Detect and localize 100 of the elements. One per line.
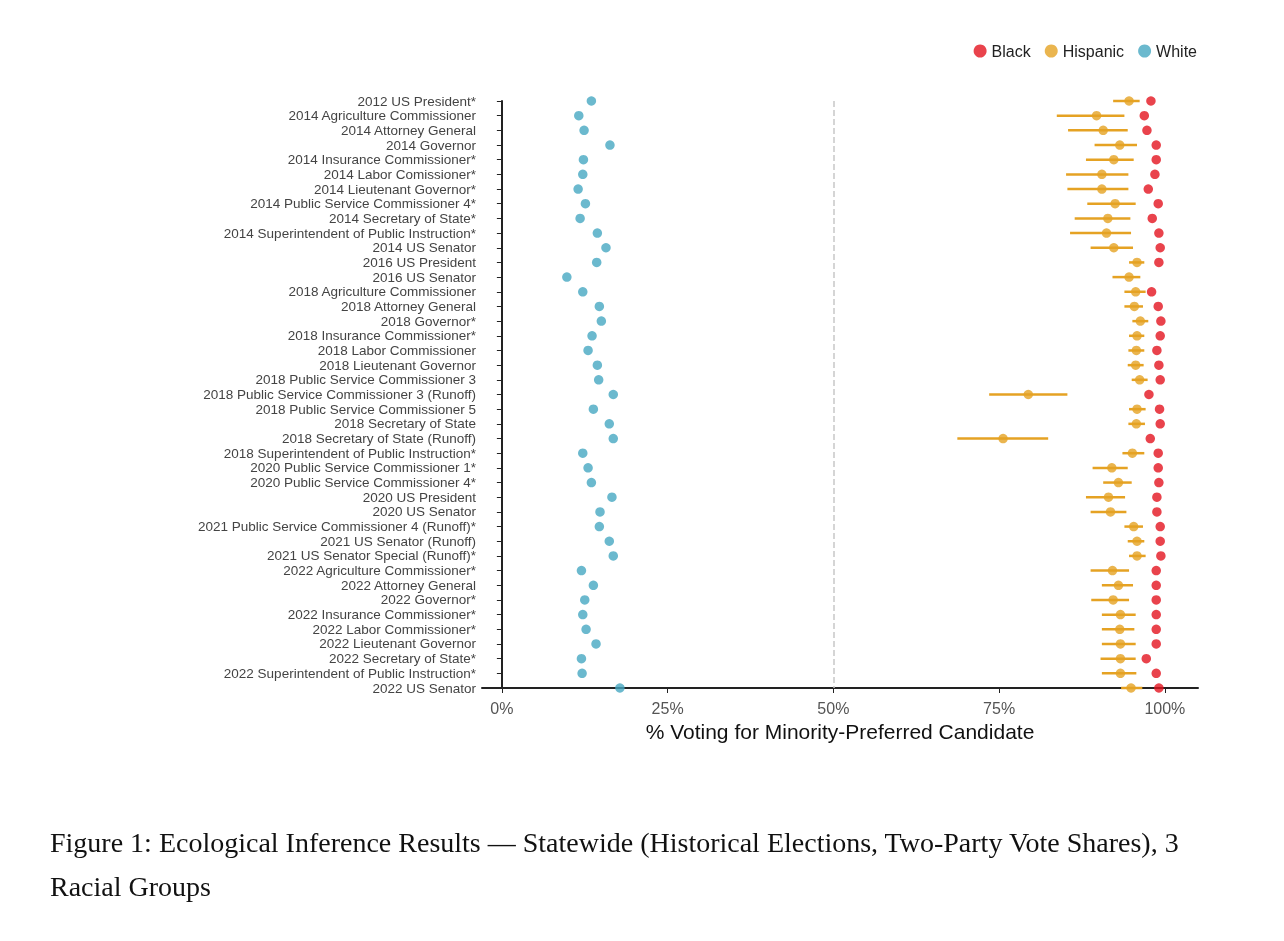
- point: [604, 419, 615, 429]
- point: [1139, 110, 1150, 121]
- point: [1150, 169, 1160, 180]
- y-tick-label: 2018 Attorney General: [340, 298, 476, 314]
- y-tick-label: 2014 Insurance Commissioner*: [287, 152, 477, 168]
- point: [1155, 419, 1165, 429]
- y-tick-label: 2014 Secretary of State*: [328, 210, 477, 226]
- point: [615, 683, 625, 693]
- point: [580, 595, 590, 605]
- y-tick-label: 2022 Lieutenant Governor: [319, 636, 477, 652]
- point: [588, 404, 599, 414]
- point: [583, 463, 593, 473]
- point: [1151, 595, 1161, 605]
- point: [1145, 433, 1156, 444]
- legend-label: White: [1156, 42, 1198, 60]
- y-tick-label: 2021 Public Service Commissioner 4 (Runoff)*: [197, 519, 477, 535]
- point: [576, 565, 587, 576]
- point: [1153, 448, 1163, 458]
- point: [1154, 683, 1164, 693]
- point: [578, 609, 588, 620]
- point: [588, 580, 599, 591]
- point: [1155, 243, 1165, 253]
- y-tick-label: 2018 Secretary of State (Runoff): [281, 431, 476, 447]
- y-tick-label: 2020 Public Service Commissioner 1*: [250, 460, 477, 476]
- y-tick-label: 2018 Secretary of State: [334, 416, 476, 432]
- point: [573, 184, 583, 194]
- y-tick-label: 2014 Superintendent of Public Instruction*: [223, 225, 477, 241]
- y-tick-label: 2020 US Senator: [372, 504, 477, 520]
- point: [583, 345, 593, 356]
- y-tick-label: 2016 US President: [362, 254, 477, 270]
- x-tick-label: 0%: [490, 699, 514, 717]
- point: [579, 125, 589, 136]
- point: [578, 154, 589, 165]
- text: Figure 1: Ecological Inference Results — Statewide (Historical Elections, Two-Party Vote Shares), 3 Racial Groups: [50, 826, 1186, 902]
- point: [1156, 316, 1166, 326]
- point: [1155, 331, 1165, 341]
- point: [596, 316, 607, 326]
- point: [1153, 463, 1163, 473]
- point: [1151, 154, 1161, 165]
- y-tick-label: 2022 Governor*: [380, 592, 477, 608]
- legend-label: Hispanic: [1062, 42, 1125, 60]
- legend-label: Black: [991, 42, 1032, 60]
- point: [1155, 521, 1165, 532]
- point: [1147, 213, 1158, 224]
- point: [1155, 536, 1165, 546]
- y-tick-label: 2018 Public Service Commissioner 3 (Runoff): [203, 387, 476, 402]
- y-tick-label: 2022 Labor Commissioner*: [312, 621, 477, 637]
- y-tick-label: 2022 US Senator: [372, 680, 477, 696]
- point: [1151, 580, 1161, 591]
- point: [1154, 257, 1164, 268]
- point: [574, 110, 584, 121]
- y-tick-label: 2021 US Senator (Runoff): [320, 533, 476, 549]
- point: [591, 639, 601, 649]
- point: [1151, 140, 1161, 150]
- x-tick-label: 75%: [983, 699, 1016, 717]
- y-tick-label: 2018 Lieutenant Governor: [319, 357, 477, 373]
- y-tick-label: 2012 US President*: [357, 93, 477, 109]
- point: [1156, 551, 1166, 561]
- point: [591, 257, 602, 268]
- y-tick-label: 2018 Superintendent of Public Instruction*: [223, 445, 477, 461]
- y-tick-label: 2022 Secretary of State*: [328, 651, 477, 667]
- y-tick-label: 2022 Insurance Commissioner*: [287, 607, 477, 623]
- point: [1154, 360, 1164, 370]
- point: [608, 433, 619, 444]
- point: [592, 228, 603, 238]
- point: [1142, 125, 1152, 136]
- point: [608, 389, 619, 400]
- point: [1151, 565, 1161, 576]
- y-tick-label: 2014 Public Service Commissioner 4*: [250, 196, 477, 212]
- point: [562, 272, 572, 282]
- y-tick-label: 2022 Superintendent of Public Instruction*: [223, 665, 477, 681]
- point: [605, 140, 615, 150]
- point: [1154, 404, 1165, 414]
- y-tick-label: 2018 Agriculture Commissioner: [288, 284, 477, 300]
- point: [586, 477, 597, 488]
- point: [594, 301, 605, 312]
- point: [1151, 668, 1161, 679]
- point: [608, 551, 619, 561]
- y-tick-label: 2018 Labor Commissioner: [317, 342, 477, 358]
- point: [592, 360, 603, 370]
- point: [1153, 198, 1163, 209]
- point: [1152, 492, 1162, 502]
- point: [594, 521, 605, 532]
- point: [1143, 184, 1154, 194]
- y-tick-label: 2014 US Senator: [372, 240, 477, 256]
- point: [607, 492, 617, 502]
- point: [578, 448, 588, 458]
- point: [1151, 639, 1161, 649]
- point: [1144, 389, 1154, 400]
- point: [580, 198, 591, 209]
- point: [576, 653, 587, 664]
- x-tick-label: 25%: [651, 699, 684, 717]
- x-tick-label: 100%: [1144, 699, 1186, 717]
- y-tick-label: 2018 Public Service Commissioner 3: [255, 372, 476, 388]
- point: [604, 536, 615, 546]
- point: [577, 668, 587, 679]
- y-tick-label: 2018 Governor*: [380, 313, 477, 329]
- x-tick-label: 50%: [817, 699, 850, 717]
- y-tick-label: 2014 Lieutenant Governor*: [313, 181, 477, 197]
- point: [593, 375, 604, 385]
